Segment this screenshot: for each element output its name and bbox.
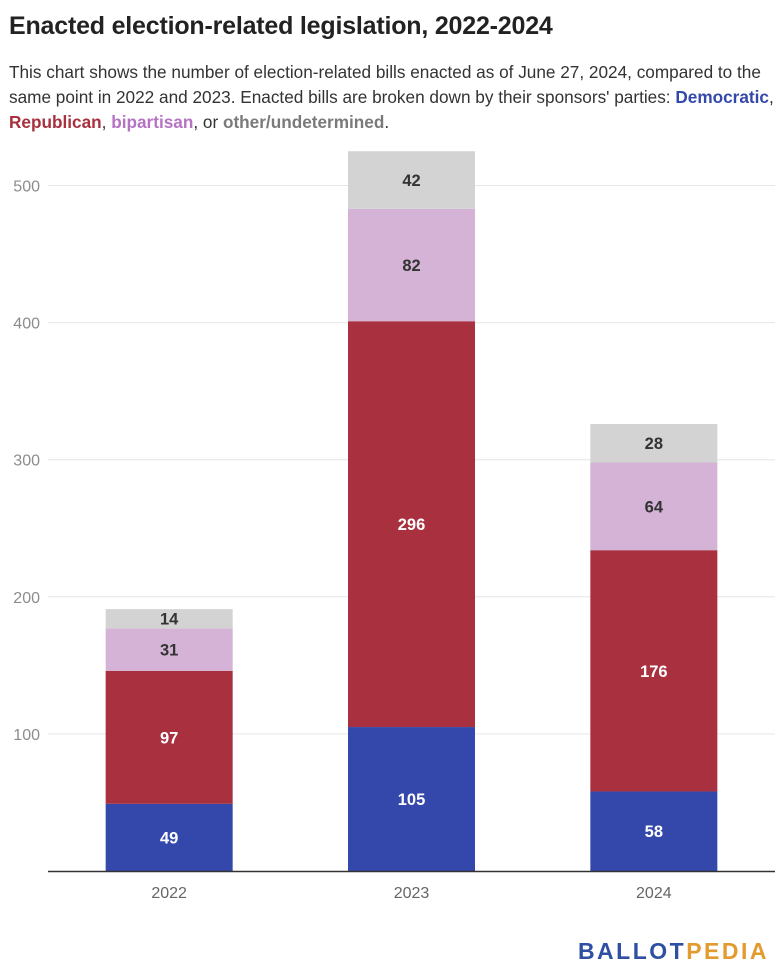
ballotpedia-logo: BALLOTPEDIA	[578, 938, 769, 965]
x-tick-label: 2023	[394, 885, 430, 902]
y-tick-label: 300	[13, 453, 40, 470]
bar-segment	[105, 803, 233, 871]
bar-value-label: 97	[160, 729, 178, 747]
bar-segment	[105, 628, 233, 671]
bar-value-label: 14	[160, 611, 179, 629]
bar-value-label: 105	[398, 791, 426, 809]
x-tick-label: 2022	[151, 885, 187, 902]
bar-value-label: 64	[645, 498, 664, 516]
logo-part-ballot: BALLOT	[577, 938, 687, 964]
subtitle-text: This chart shows the number of election-…	[9, 62, 761, 107]
bar-segment	[348, 727, 475, 871]
y-tick-label: 200	[13, 590, 40, 607]
y-tick-label: 400	[13, 316, 40, 333]
bar-segment	[590, 550, 718, 792]
subtitle-separator: , or	[193, 112, 223, 132]
chart-subtitle: This chart shows the number of election-…	[9, 60, 774, 135]
bar-value-label: 42	[402, 172, 420, 190]
bar-segment	[348, 208, 475, 322]
bar-value-label: 31	[160, 642, 178, 660]
y-tick-label: 100	[13, 727, 40, 744]
bar-segment	[348, 321, 475, 728]
bar-value-label: 28	[645, 435, 663, 453]
bar-segment	[105, 670, 233, 804]
logo-part-pedia: PEDIA	[686, 938, 769, 964]
bar-value-label: 82	[402, 257, 420, 275]
subtitle-end: .	[384, 112, 390, 132]
bar-segment	[590, 462, 718, 551]
bar-segment	[590, 424, 718, 463]
x-tick-label: 2024	[636, 885, 672, 902]
bar-segment	[590, 791, 718, 871]
bar-value-label: 49	[160, 829, 178, 847]
bar-value-label: 176	[640, 663, 668, 681]
bar-value-label: 58	[645, 823, 663, 841]
legend-other: other/undetermined	[222, 112, 385, 132]
bar-value-label: 296	[398, 516, 426, 534]
subtitle-separator: ,	[101, 112, 112, 132]
y-tick-label: 500	[13, 179, 40, 196]
legend-democratic: Democratic	[675, 87, 769, 107]
legend-bipartisan: bipartisan	[111, 112, 194, 132]
stacked-bar-chart: 100 200 300 400 500 49 97 31 14 2022 105 296 82 42 202…	[13, 151, 775, 902]
legend-republican: Republican	[9, 112, 102, 132]
bar-segment	[105, 609, 233, 629]
chart-title: Enacted election-related legislation, 20…	[9, 12, 553, 40]
subtitle-separator: ,	[769, 87, 774, 107]
bar-segment	[348, 151, 475, 209]
